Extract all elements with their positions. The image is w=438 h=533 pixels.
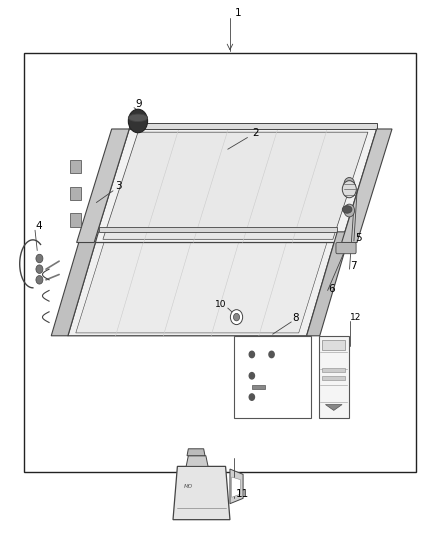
Circle shape — [269, 351, 274, 358]
Polygon shape — [173, 466, 230, 520]
Circle shape — [343, 181, 357, 198]
Polygon shape — [77, 129, 129, 243]
Bar — [252, 385, 265, 389]
Text: 4: 4 — [36, 221, 42, 231]
Bar — [322, 340, 345, 350]
Circle shape — [36, 265, 43, 273]
Text: MO: MO — [184, 483, 193, 489]
Polygon shape — [230, 469, 243, 504]
Text: 3: 3 — [115, 181, 121, 191]
Text: 9: 9 — [135, 99, 141, 109]
Text: 11: 11 — [236, 489, 249, 499]
Bar — [319, 336, 349, 418]
Bar — [70, 187, 81, 200]
Circle shape — [249, 351, 254, 358]
Text: 1: 1 — [234, 8, 241, 18]
Polygon shape — [187, 449, 205, 456]
Polygon shape — [76, 235, 329, 333]
Text: 12: 12 — [350, 313, 362, 322]
Polygon shape — [325, 405, 342, 410]
Circle shape — [36, 254, 43, 263]
Text: 8: 8 — [292, 313, 299, 323]
Circle shape — [249, 373, 254, 379]
Bar — [322, 376, 345, 380]
Circle shape — [233, 313, 240, 321]
Text: 7: 7 — [350, 261, 357, 271]
Text: 10: 10 — [215, 300, 227, 309]
Polygon shape — [94, 129, 377, 243]
Text: 5: 5 — [355, 233, 361, 243]
Polygon shape — [232, 477, 240, 497]
Polygon shape — [51, 232, 99, 336]
Polygon shape — [99, 227, 337, 232]
Polygon shape — [342, 129, 392, 243]
Bar — [322, 368, 345, 372]
Bar — [24, 53, 416, 472]
Text: 2: 2 — [252, 128, 258, 138]
Polygon shape — [186, 456, 208, 466]
Polygon shape — [307, 232, 350, 336]
Bar — [70, 160, 81, 173]
Circle shape — [230, 310, 243, 325]
Circle shape — [249, 394, 254, 400]
FancyBboxPatch shape — [336, 243, 356, 254]
Polygon shape — [103, 132, 368, 239]
Ellipse shape — [128, 114, 148, 122]
Circle shape — [128, 109, 148, 133]
Circle shape — [344, 204, 355, 217]
Ellipse shape — [343, 206, 352, 213]
Circle shape — [36, 276, 43, 284]
Circle shape — [344, 177, 355, 190]
Polygon shape — [68, 232, 337, 336]
Bar — [70, 213, 81, 227]
Polygon shape — [129, 123, 377, 129]
Bar — [234, 336, 311, 418]
Text: 6: 6 — [328, 284, 335, 294]
